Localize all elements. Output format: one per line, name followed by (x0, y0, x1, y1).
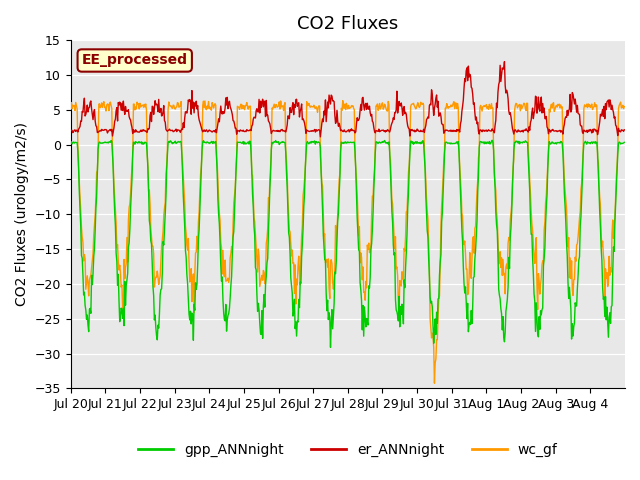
Y-axis label: CO2 Fluxes (urology/m2/s): CO2 Fluxes (urology/m2/s) (15, 122, 29, 306)
Title: CO2 Fluxes: CO2 Fluxes (297, 15, 399, 33)
Text: EE_processed: EE_processed (82, 53, 188, 68)
Legend: gpp_ANNnight, er_ANNnight, wc_gf: gpp_ANNnight, er_ANNnight, wc_gf (132, 437, 563, 462)
